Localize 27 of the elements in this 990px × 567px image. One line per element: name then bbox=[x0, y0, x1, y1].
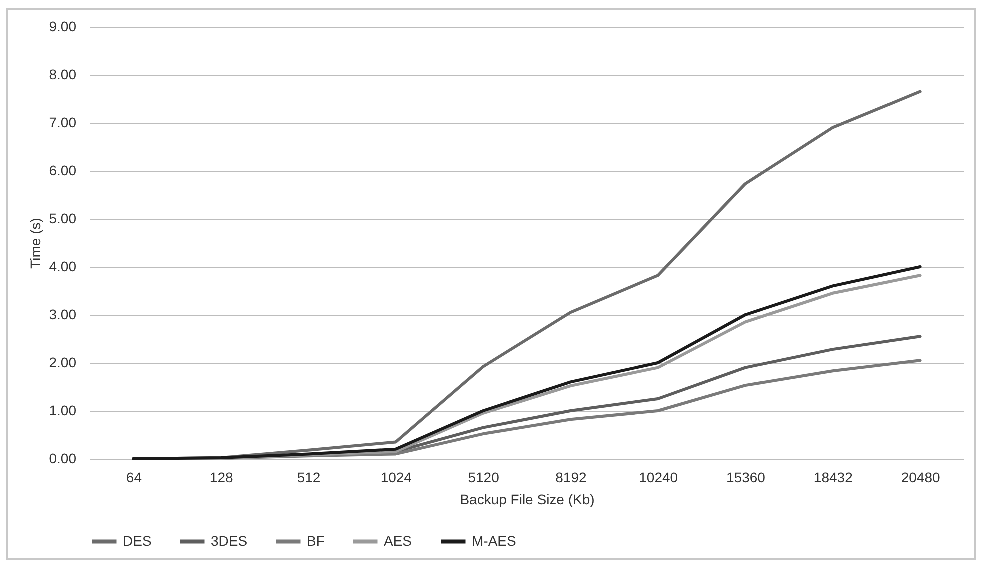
y-tick-label: 9.00 bbox=[49, 18, 77, 34]
y-tick-label: 6.00 bbox=[49, 162, 77, 178]
x-tick-label: 512 bbox=[297, 470, 321, 486]
y-tick-label: 0.00 bbox=[49, 450, 77, 466]
y-tick-label: 5.00 bbox=[49, 210, 77, 226]
x-tick-label: 20480 bbox=[901, 470, 940, 486]
y-tick-label: 3.00 bbox=[49, 306, 77, 322]
x-tick-label: 128 bbox=[210, 470, 234, 486]
x-tick-label: 5120 bbox=[468, 470, 500, 486]
x-tick-label: 10240 bbox=[639, 470, 678, 486]
legend-label: AES bbox=[384, 532, 412, 549]
y-axis-title: Time (s) bbox=[27, 218, 44, 269]
x-tick-label: 8192 bbox=[556, 470, 587, 486]
legend-label: BF bbox=[307, 532, 325, 549]
x-tick-label: 1024 bbox=[380, 470, 412, 486]
x-tick-label: 15360 bbox=[726, 470, 766, 486]
y-tick-label: 7.00 bbox=[49, 114, 77, 130]
legend-label: M-AES bbox=[472, 532, 516, 549]
legend-label: 3DES bbox=[211, 532, 248, 549]
x-axis-title: Backup File Size (Kb) bbox=[460, 492, 595, 508]
y-tick-label: 1.00 bbox=[49, 402, 77, 418]
x-tick-label: 64 bbox=[126, 470, 142, 486]
y-tick-label: 4.00 bbox=[49, 258, 77, 274]
x-tick-label: 18432 bbox=[814, 470, 854, 486]
legend-label: DES bbox=[123, 532, 152, 549]
y-tick-label: 8.00 bbox=[49, 66, 77, 82]
y-tick-label: 2.00 bbox=[49, 354, 77, 370]
